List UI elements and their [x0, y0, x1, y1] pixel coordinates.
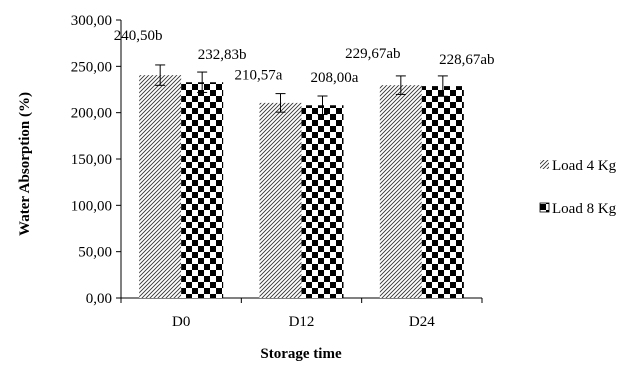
- data-label: 232,83b: [198, 47, 247, 63]
- bar-load-8kg: [421, 86, 464, 298]
- y-tick-label: 50,00: [78, 245, 112, 261]
- x-tick-label: D24: [409, 314, 435, 330]
- x-axis-label: Storage time: [260, 346, 342, 362]
- legend: Load 4 Kg Load 8 Kg: [539, 158, 617, 217]
- bar-load-8kg: [301, 105, 344, 299]
- y-tick-label: 300,00: [71, 13, 112, 29]
- legend-label: Load 8 Kg: [552, 201, 617, 217]
- y-tick-label: 150,00: [71, 152, 112, 168]
- y-axis-label: Water Absorption (%): [17, 92, 33, 236]
- legend-swatch: [539, 202, 550, 213]
- y-tick-label: 250,00: [71, 59, 112, 75]
- data-label: 210,57a: [235, 68, 283, 84]
- x-tick-label: D12: [289, 314, 315, 330]
- x-tick-label: D0: [172, 314, 190, 330]
- legend-label: Load 4 Kg: [552, 158, 617, 174]
- data-label: 240,50b: [114, 28, 163, 44]
- y-tick-label: 100,00: [71, 198, 112, 214]
- bar-load-4kg: [139, 75, 182, 299]
- y-tick-label: 0,00: [86, 291, 112, 307]
- y-tick-label: 200,00: [71, 106, 112, 122]
- bars: [139, 64, 464, 299]
- axes: 0,00 50,00 100,00 150,00 200,00 250,00 300,00 D…: [71, 13, 483, 330]
- data-label: 229,67ab: [345, 46, 400, 62]
- data-label: 208,00a: [311, 70, 359, 86]
- bar-load-8kg: [181, 82, 224, 298]
- data-label: 228,67ab: [439, 52, 494, 68]
- bar-load-4kg: [259, 102, 302, 299]
- data-labels: 240,50b 210,57a 229,67ab 232,83b 208,00a 228,…: [114, 28, 495, 86]
- legend-swatch: [540, 160, 549, 169]
- bar-load-4kg: [379, 85, 422, 298]
